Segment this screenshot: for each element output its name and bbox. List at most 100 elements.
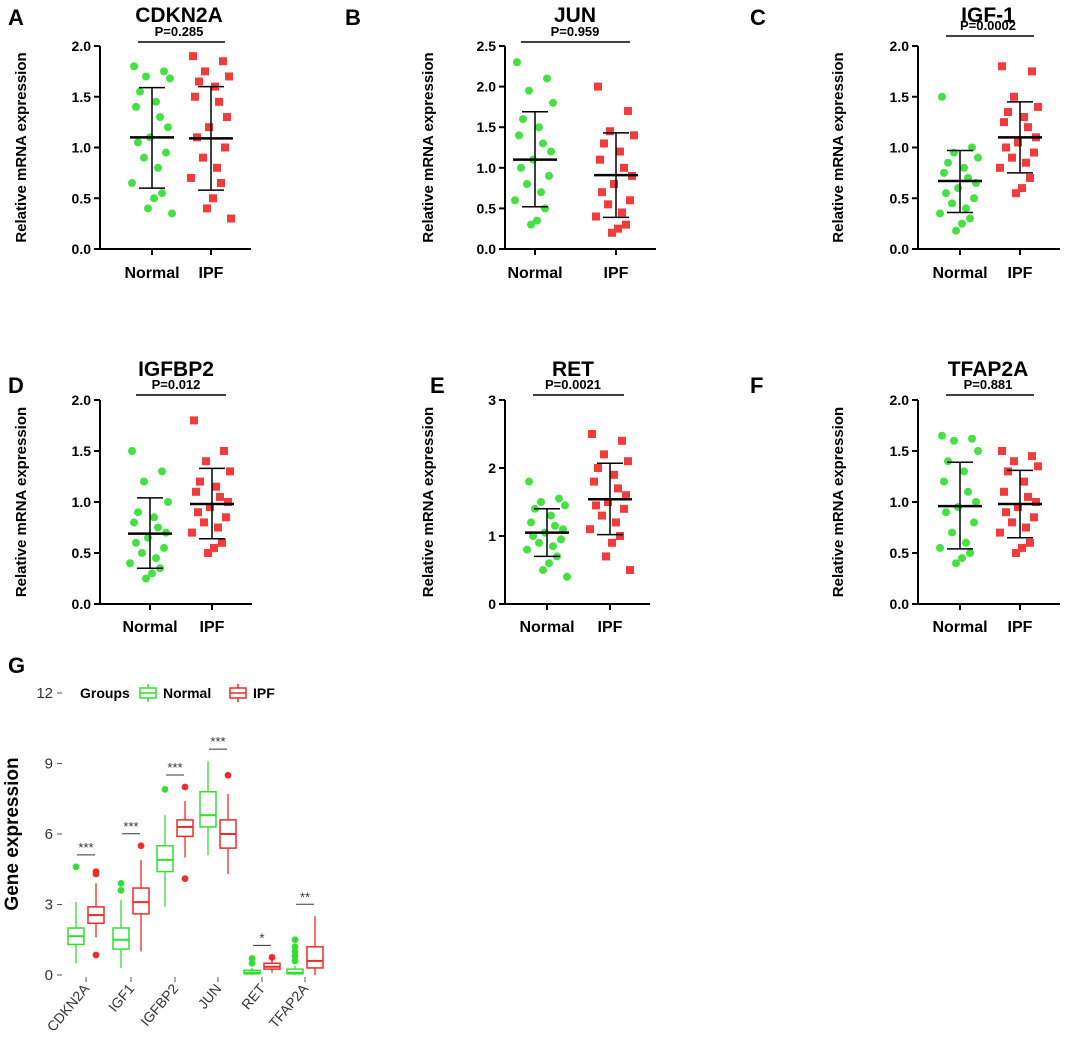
data-point-ipf [1012, 189, 1020, 198]
data-point-normal [936, 543, 944, 552]
y-tick-label: 12 [36, 685, 53, 702]
data-point-ipf [604, 498, 612, 506]
data-point-ipf [618, 208, 626, 217]
data-point-normal [970, 518, 978, 527]
data-point-normal [940, 477, 948, 486]
chart-title: JUN [554, 4, 596, 27]
data-point-normal [164, 498, 172, 506]
significance-label: *** [167, 760, 182, 775]
data-point-normal [527, 518, 535, 527]
box-outlier-ipf [137, 842, 145, 850]
chart-title: IGFBP2 [138, 358, 214, 381]
data-point-normal [551, 521, 559, 530]
data-point-ipf [1028, 67, 1036, 76]
significance-label: *** [78, 840, 93, 855]
y-axis-label: Relative mRNA expression [830, 52, 847, 242]
box-outlier-ipf [92, 868, 100, 875]
data-point-normal [555, 494, 563, 503]
data-point-normal [557, 535, 565, 544]
data-point-normal [130, 62, 138, 71]
data-point-ipf [608, 538, 616, 547]
p-value-label: P=0.285 [155, 24, 204, 39]
data-point-ipf [195, 77, 203, 86]
data-point-ipf [1018, 543, 1026, 552]
data-point-normal [944, 457, 952, 466]
y-tick-label: 1.5 [72, 443, 92, 459]
data-point-ipf [1022, 523, 1030, 532]
data-point-ipf [1014, 138, 1022, 147]
data-point-normal [561, 501, 569, 510]
data-point-normal [974, 447, 982, 455]
data-point-normal [968, 143, 976, 152]
y-tick-label: 2 [488, 460, 496, 476]
data-point-ipf [1026, 538, 1034, 547]
panel-g: G 0 3 6 9 12 Gene expression Groups Normal IPF CDK… [2, 653, 324, 1034]
data-point-ipf [618, 436, 626, 445]
data-point-ipf [1026, 173, 1034, 182]
y-tick-label: 2.5 [477, 38, 497, 54]
data-point-ipf [626, 566, 634, 574]
significance-label: * [259, 930, 264, 945]
data-point-ipf [1030, 513, 1038, 522]
data-point-ipf [616, 532, 624, 540]
y-tick-label: 1.0 [72, 140, 92, 156]
y-tick-label: 6 [45, 826, 53, 843]
data-point-ipf [214, 523, 222, 532]
data-point-normal [936, 209, 944, 218]
data-point-normal [164, 123, 172, 132]
data-point-ipf [630, 131, 638, 140]
data-point-normal [541, 204, 549, 213]
chart-title: IGF-1 [961, 4, 1015, 27]
data-point-normal [549, 542, 557, 551]
y-tick-label: 0 [45, 967, 53, 984]
panel-label: A [8, 5, 24, 30]
data-point-ipf [624, 106, 632, 115]
data-point-ipf [196, 477, 204, 486]
data-point-normal [144, 204, 152, 213]
data-point-normal [543, 74, 551, 83]
data-point-normal [940, 168, 948, 177]
y-tick-label: 0.5 [890, 545, 910, 561]
data-point-ipf [996, 163, 1004, 172]
y-tick-label: 1.0 [72, 494, 92, 510]
data-point-normal [958, 554, 966, 563]
data-point-normal [966, 214, 974, 223]
y-axis-label: Relative mRNA expression [13, 407, 30, 597]
x-category-label: IPF [199, 265, 224, 282]
data-point-normal [142, 574, 150, 583]
data-point-normal [960, 467, 968, 476]
data-point-normal [132, 538, 140, 547]
chart-title: RET [552, 358, 594, 381]
data-point-ipf [210, 543, 218, 552]
x-category-label: Normal [932, 619, 987, 636]
data-point-normal [535, 123, 543, 132]
data-point-normal [537, 188, 545, 197]
data-point-ipf [626, 196, 634, 205]
data-point-normal [513, 58, 521, 67]
data-point-normal [962, 538, 970, 547]
data-point-normal [952, 559, 960, 568]
data-point-normal [517, 163, 525, 172]
data-point-normal [160, 67, 168, 76]
y-axis-label: Relative mRNA expression [830, 407, 847, 597]
p-value-label: P=0.959 [551, 24, 600, 39]
data-point-normal [158, 467, 166, 476]
data-point-normal [938, 92, 946, 101]
data-point-ipf [1032, 498, 1040, 506]
data-point-normal [523, 180, 531, 189]
data-point-ipf [1014, 503, 1022, 512]
x-category-label: Normal [122, 619, 177, 636]
data-point-ipf [598, 511, 606, 520]
box-normal [156, 845, 174, 873]
box-outlier-normal [291, 952, 299, 960]
data-point-normal [156, 113, 164, 122]
y-tick-label: 1 [488, 528, 496, 544]
y-tick-label: 1.5 [890, 443, 910, 459]
box-outlier-normal [117, 879, 125, 887]
x-category-label: Normal [124, 265, 179, 282]
data-point-ipf [614, 224, 622, 233]
panel-label: E [430, 373, 445, 398]
